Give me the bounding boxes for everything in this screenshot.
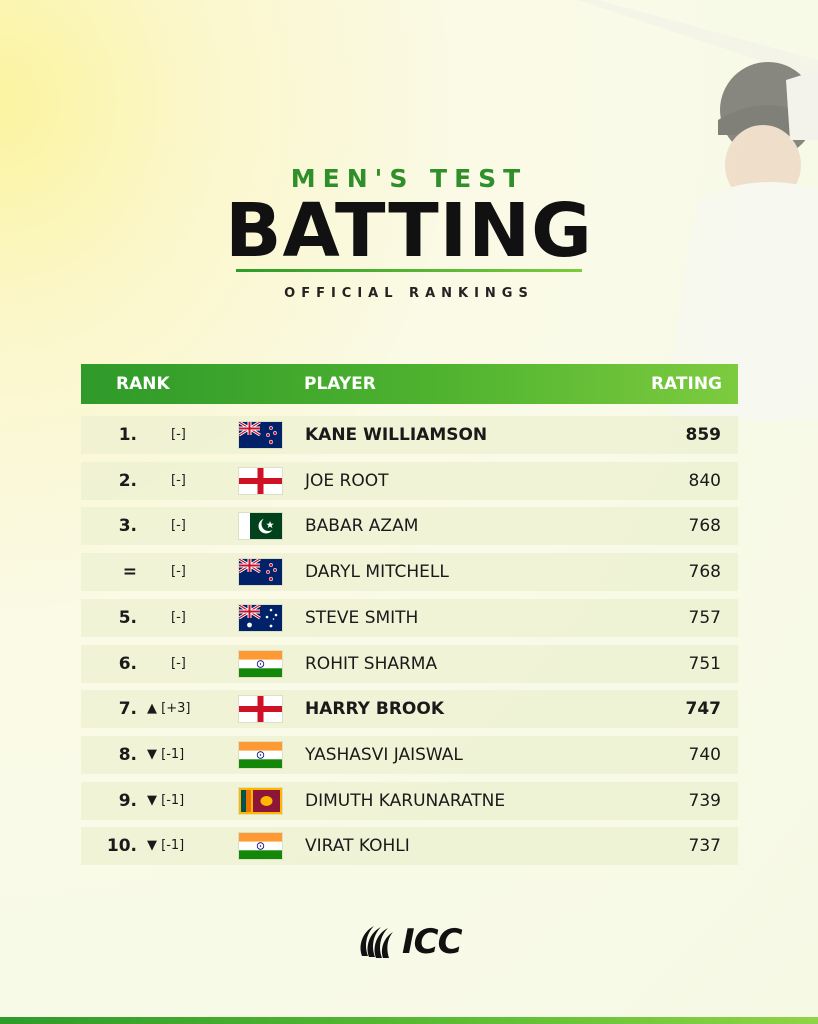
rating-cell: 859 — [685, 425, 722, 445]
pak-flag — [239, 513, 282, 540]
player-name: DARYL MITCHELL — [305, 562, 449, 583]
rating-cell: 740 — [688, 744, 721, 765]
ind-flag — [239, 833, 282, 860]
rating-cell: 757 — [688, 607, 721, 628]
rank-movement: ▼ [-1] — [147, 838, 184, 853]
page-subtitle: MEN'S TEST — [290, 164, 528, 193]
rank-cell: 8. — [118, 744, 137, 765]
table-row: 3. [-] BABAR AZAM 768 — [81, 507, 738, 546]
rating-cell: 751 — [688, 653, 721, 674]
arrow-up-icon: ▲ — [147, 701, 157, 717]
column-header-player: PLAYER — [304, 374, 376, 394]
table-row: 6. [-] ROHIT SHARMA 751 — [81, 644, 738, 683]
rank-cell: = — [122, 562, 137, 583]
rank-movement: ▼ [-1] — [147, 793, 184, 808]
rank-movement: [-] — [171, 427, 186, 442]
arrow-down-icon: ▼ — [147, 838, 157, 854]
player-name: ROHIT SHARMA — [305, 653, 438, 674]
eng-flag — [239, 696, 282, 723]
rank-cell: 1. — [118, 425, 137, 445]
movement-value: [-1] — [161, 792, 185, 808]
table-row: 7. ▲ [+3] HARRY BROOK 747 — [81, 690, 738, 729]
rating-cell: 840 — [688, 470, 721, 491]
nz-flag — [239, 422, 282, 448]
ind-flag — [239, 650, 282, 677]
movement-value: [-] — [171, 518, 186, 534]
player-photo — [578, 0, 818, 420]
rank-cell: 10. — [106, 836, 137, 857]
arrow-down-icon: ▼ — [147, 746, 157, 762]
movement-value: [-1] — [161, 838, 185, 854]
ind-flag — [239, 741, 282, 768]
player-name: KANE WILLIAMSON — [305, 425, 488, 445]
rank-movement: [-] — [171, 473, 186, 488]
rank-cell: 9. — [118, 790, 137, 811]
player-name: HARRY BROOK — [305, 699, 444, 720]
column-header-rank: RANK — [116, 374, 170, 394]
movement-value: [-1] — [161, 746, 185, 762]
movement-value: [-] — [171, 427, 186, 442]
rating-cell: 737 — [688, 836, 721, 857]
rank-cell: 6. — [118, 653, 137, 674]
nz-flag — [239, 559, 282, 586]
rank-movement: [-] — [171, 656, 186, 671]
player-name: BABAR AZAM — [305, 516, 419, 537]
movement-value: [-] — [171, 655, 186, 671]
player-name: DIMUTH KARUNARATNE — [305, 790, 506, 811]
rank-movement: [-] — [171, 610, 186, 625]
rating-cell: 768 — [688, 562, 721, 583]
sl-flag — [239, 787, 282, 814]
player-name: YASHASVI JAISWAL — [305, 744, 463, 765]
player-name: JOE ROOT — [305, 470, 389, 491]
page-tagline: OFFICIAL RANKINGS — [284, 286, 534, 301]
eng-flag — [239, 467, 282, 494]
movement-value: [-] — [171, 472, 186, 488]
rank-movement: [-] — [171, 564, 186, 579]
arrow-down-icon: ▼ — [147, 792, 157, 808]
rank-movement: ▼ [-1] — [147, 747, 184, 762]
table-row: 10. ▼ [-1] VIRAT KOHLI 737 — [81, 827, 738, 866]
aus-flag — [239, 604, 282, 631]
table-row: 9. ▼ [-1] DIMUTH KARUNARATNE 739 — [81, 781, 738, 820]
rating-cell: 768 — [688, 516, 721, 537]
rank-cell: 2. — [118, 470, 137, 491]
movement-value: [+3] — [161, 701, 191, 717]
rating-cell: 747 — [685, 699, 722, 720]
rankings-table: RANK PLAYER RATING 1. [-] KANE WILLIAMSON 8… — [81, 364, 738, 866]
icc-logo-text: ICC — [402, 922, 463, 962]
table-row: 5. [-] STEVE SMITH 757 — [81, 598, 738, 637]
table-row: 1. [-] KANE WILLIAMSON 859 — [81, 416, 738, 454]
player-name: STEVE SMITH — [305, 607, 419, 628]
rank-cell: 5. — [118, 607, 137, 628]
movement-value: [-] — [171, 564, 186, 580]
table-row: 8. ▼ [-1] YASHASVI JAISWAL 740 — [81, 735, 738, 774]
icc-logo: ICC — [356, 922, 463, 962]
icc-emblem-icon — [360, 926, 393, 958]
table-row: = [-] DARYL MITCHELL 768 — [81, 553, 738, 592]
table-row: 2. [-] JOE ROOT 840 — [81, 461, 738, 500]
page-title: BATTING — [225, 188, 593, 274]
column-header-rating: RATING — [650, 374, 722, 394]
player-name: VIRAT KOHLI — [305, 836, 410, 857]
rank-movement: [-] — [171, 518, 186, 533]
table-header: RANK PLAYER RATING — [81, 364, 738, 404]
movement-value: [-] — [171, 609, 186, 625]
rank-movement: ▲ [+3] — [147, 701, 190, 716]
rank-cell: 3. — [118, 516, 137, 537]
title-underline — [236, 269, 582, 272]
rank-cell: 7. — [118, 699, 137, 720]
bottom-bar — [0, 1017, 818, 1024]
rating-cell: 739 — [688, 790, 721, 811]
